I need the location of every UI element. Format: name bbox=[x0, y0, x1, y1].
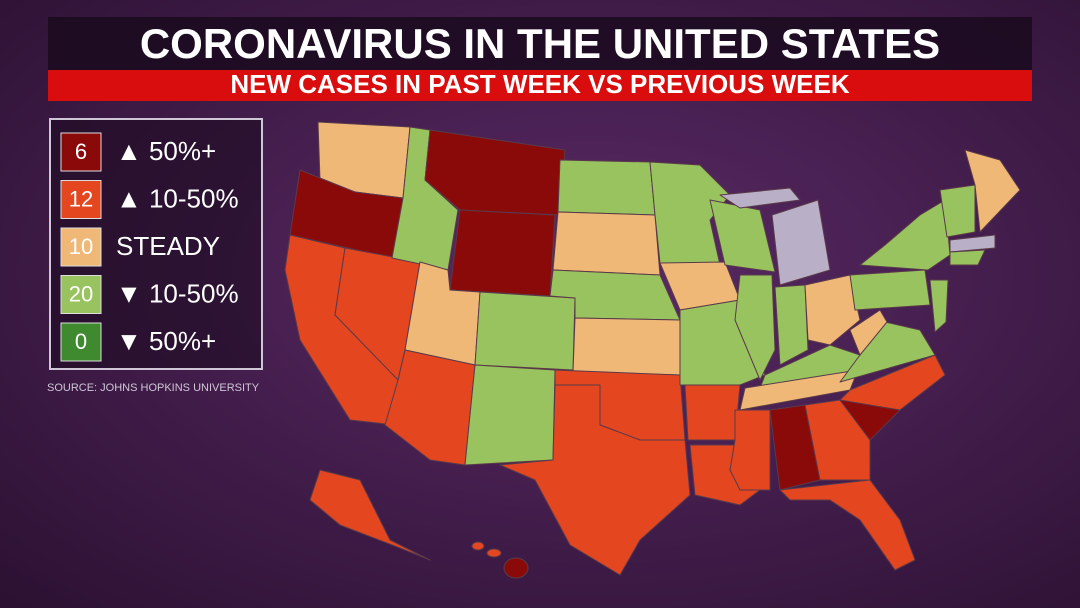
legend-count: 6 bbox=[75, 139, 87, 164]
legend-label: ▲ 10-50% bbox=[116, 183, 239, 213]
legend-count: 12 bbox=[69, 186, 93, 211]
subtitle-band bbox=[48, 70, 1032, 101]
legend: 6 ▲ 50%+ 12 ▲ 10-50% 10 STEADY 20 ▼ 10-50% 0 ▼ 50… bbox=[60, 132, 239, 362]
map bbox=[284, 121, 1021, 579]
legend-count: 0 bbox=[75, 329, 87, 354]
source: SOURCE: JOHNS HOPKINS UNIVERSITY bbox=[47, 382, 260, 394]
legend-count: 20 bbox=[69, 281, 93, 306]
legend-label: STEADY bbox=[116, 231, 220, 261]
legend-swatch bbox=[60, 227, 102, 267]
legend-count: 10 bbox=[69, 234, 93, 259]
legend-label: ▼ 50%+ bbox=[116, 326, 216, 356]
legend-label: ▼ 10-50% bbox=[116, 278, 239, 308]
legend-swatch bbox=[60, 275, 102, 314]
title-band bbox=[48, 17, 1032, 70]
subtitle: NEW CASES IN PAST WEEK VS PREVIOUS WEEK bbox=[230, 69, 849, 99]
legend-label: ▲ 50%+ bbox=[116, 136, 216, 166]
title: CORONAVIRUS IN THE UNITED STATES bbox=[140, 20, 940, 67]
legend-swatch bbox=[60, 132, 102, 172]
legend-swatch bbox=[60, 180, 102, 219]
legend-swatch bbox=[60, 322, 102, 362]
